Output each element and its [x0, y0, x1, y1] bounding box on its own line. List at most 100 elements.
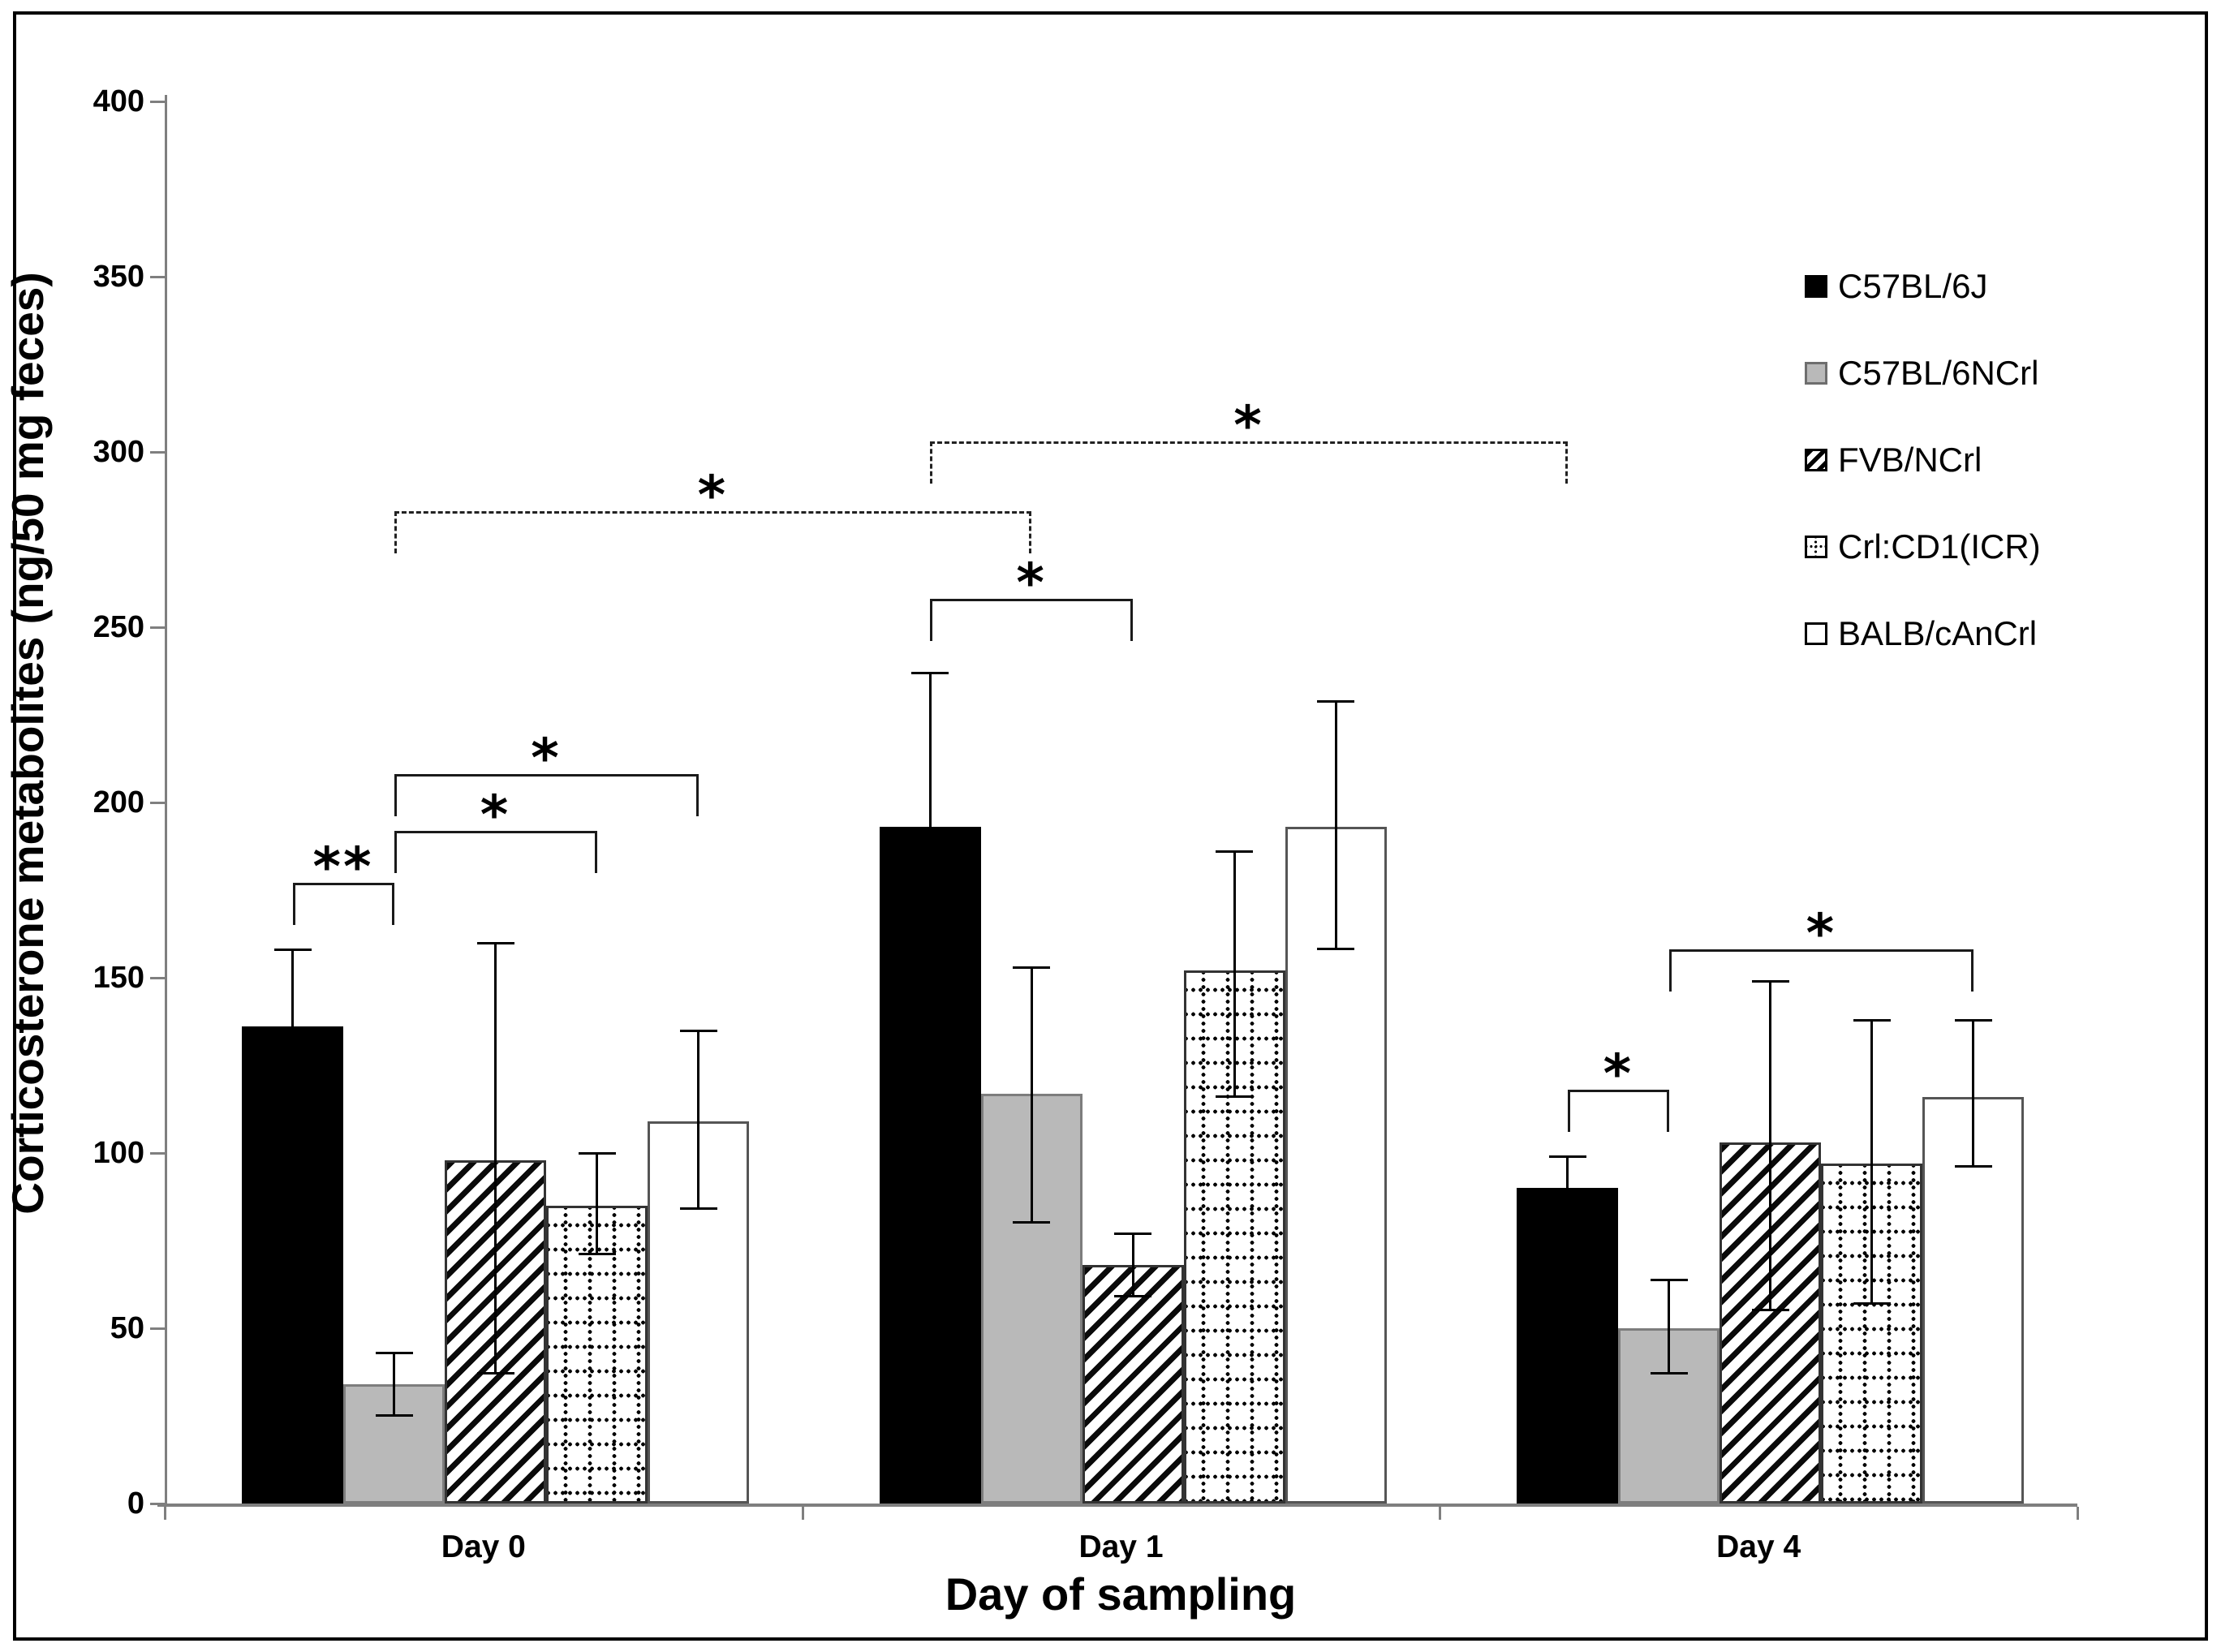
error-bar-day-1-fvb-ncrl [1131, 1233, 1134, 1297]
legend-label: FVB/NCrl [1838, 441, 1982, 479]
sig-bracket-3: * [394, 727, 699, 817]
y-tick-label-100: 100 [93, 1136, 144, 1170]
x-tick-0 [164, 1507, 166, 1520]
error-bar-cap-bottom-day-1-fvb-ncrl [1114, 1295, 1152, 1298]
y-tick-label-350: 350 [93, 260, 144, 294]
x-axis-title: Day of sampling [945, 1568, 1297, 1620]
y-tick-50 [150, 1327, 165, 1330]
x-tick-1 [801, 1507, 804, 1520]
error-bar-day-4-balb-cancrl [1972, 1019, 1975, 1168]
legend-swatch-dotted-grid-icon [1805, 536, 1827, 558]
sig-bracket-8: * [1668, 902, 1974, 992]
y-tick-label-300: 300 [93, 435, 144, 469]
error-bar-day-4-c57bl-6j [1566, 1156, 1569, 1220]
error-bar-cap-bottom-day-1-c57bl-6ncrl [1013, 1221, 1051, 1224]
error-bar-cap-top-day-4-fvb-ncrl [1751, 980, 1789, 983]
error-bar-day-0-fvb-ncrl [494, 942, 497, 1375]
error-bar-day-0-crl-cd1-icr [596, 1153, 598, 1255]
error-bar-cap-bottom-day-1-balb-cancrl [1317, 948, 1355, 951]
sig-bracket-7: * [1567, 1043, 1669, 1133]
error-bar-cap-top-day-1-crl-cd1-icr [1216, 850, 1254, 854]
error-bar-day-1-crl-cd1-icr [1233, 851, 1236, 1097]
error-bar-cap-bottom-day-4-fvb-ncrl [1751, 1309, 1789, 1312]
legend-swatch-solid-black-icon [1805, 275, 1827, 298]
bar-day-1-fvb-ncrl [1082, 1265, 1184, 1504]
sig-label-3: * [531, 727, 562, 790]
sig-label-1: ** [312, 836, 374, 899]
sig-label-2: * [480, 783, 511, 846]
legend-label: Crl:CD1(ICR) [1838, 527, 2041, 566]
y-tick-label-200: 200 [93, 785, 144, 820]
error-bar-cap-top-day-1-c57bl-6ncrl [1013, 966, 1051, 970]
y-tick-300 [150, 451, 165, 454]
bar-day-4-c57bl-6j [1517, 1188, 1619, 1504]
bar-day-0-c57bl-6ncrl [343, 1384, 445, 1504]
legend: C57BL/6J C57BL/6NCrl FVB/NCrl Crl:CD1(ICR) B… [1805, 268, 2041, 702]
y-tick-400 [150, 101, 165, 103]
sig-bracket-2: * [394, 784, 597, 873]
error-bar-day-4-c57bl-6ncrl [1668, 1279, 1671, 1375]
legend-label: C57BL/6NCrl [1838, 354, 2039, 392]
error-bar-cap-top-day-0-crl-cd1-icr [578, 1152, 616, 1155]
y-tick-label-150: 150 [93, 961, 144, 995]
bar-day-1-c57bl-6ncrl [980, 1093, 1083, 1504]
x-category-label-day-4: Day 4 [1716, 1529, 1801, 1564]
error-bar-day-4-fvb-ncrl [1769, 981, 1772, 1311]
sig-label-7: * [1603, 1043, 1634, 1106]
bar-day-0-balb-cancrl [648, 1121, 749, 1504]
bar-day-0-crl-cd1-icr [546, 1205, 648, 1504]
sig-label-5: * [1016, 552, 1047, 615]
sig-bracket-4: * [394, 464, 1032, 554]
error-bar-day-0-c57bl-6j [291, 949, 294, 1101]
sig-label-6: * [1233, 394, 1264, 458]
error-bar-cap-top-day-4-balb-cancrl [1954, 1018, 1992, 1022]
sig-bracket-6: * [930, 394, 1568, 484]
error-bar-cap-bottom-day-4-c57bl-6ncrl [1650, 1372, 1688, 1375]
legend-item-crl-cd1-icr: Crl:CD1(ICR) [1805, 528, 2041, 566]
legend-item-c57bl-6j: C57BL/6J [1805, 268, 2041, 305]
sig-bracket-5: * [930, 552, 1134, 642]
error-bar-cap-top-day-1-c57bl-6j [911, 672, 949, 675]
error-bar-cap-top-day-4-c57bl-6ncrl [1650, 1278, 1688, 1281]
error-bar-cap-top-day-4-crl-cd1-icr [1853, 1018, 1891, 1022]
x-category-label-day-0: Day 0 [441, 1529, 526, 1564]
x-tick-3 [2077, 1507, 2079, 1520]
y-tick-0 [150, 1503, 165, 1505]
y-tick-250 [150, 626, 165, 629]
error-bar-cap-top-day-4-c57bl-6j [1548, 1155, 1586, 1159]
error-bar-cap-top-day-1-fvb-ncrl [1114, 1233, 1152, 1236]
error-bar-cap-top-day-0-balb-cancrl [679, 1029, 717, 1032]
y-tick-label-0: 0 [127, 1486, 144, 1521]
error-bar-cap-top-day-0-fvb-ncrl [476, 941, 514, 944]
y-tick-100 [150, 1152, 165, 1155]
y-axis-line [165, 95, 167, 1504]
legend-swatch-white-icon [1805, 622, 1827, 645]
y-tick-label-400: 400 [93, 84, 144, 118]
legend-swatch-solid-gray-icon [1805, 362, 1827, 385]
error-bar-day-0-balb-cancrl [697, 1030, 699, 1210]
error-bar-cap-bottom-day-0-crl-cd1-icr [578, 1253, 616, 1256]
sig-bracket-1: ** [292, 836, 394, 926]
error-bar-day-1-balb-cancrl [1334, 700, 1337, 950]
bar-day-1-crl-cd1-icr [1183, 970, 1285, 1504]
sig-label-4: * [697, 464, 729, 527]
error-bar-cap-bottom-day-4-crl-cd1-icr [1853, 1301, 1891, 1305]
legend-item-fvb-ncrl: FVB/NCrl [1805, 441, 2041, 479]
legend-item-c57bl-6ncrl: C57BL/6NCrl [1805, 355, 2041, 392]
error-bar-cap-top-day-1-balb-cancrl [1317, 699, 1355, 703]
figure-border [13, 11, 2208, 1641]
error-bar-cap-bottom-day-0-c57bl-6ncrl [375, 1414, 413, 1417]
error-bar-day-1-c57bl-6j [928, 673, 932, 982]
legend-swatch-diagonal-stripes-icon [1805, 449, 1827, 471]
error-bar-cap-bottom-day-4-c57bl-6j [1548, 1218, 1586, 1221]
error-bar-day-0-c57bl-6ncrl [393, 1353, 395, 1416]
error-bar-cap-bottom-day-4-balb-cancrl [1954, 1165, 1992, 1168]
error-bar-cap-bottom-day-1-c57bl-6j [911, 979, 949, 983]
bar-day-0-c57bl-6j [242, 1026, 343, 1504]
y-tick-150 [150, 977, 165, 979]
error-bar-day-1-c57bl-6ncrl [1030, 967, 1033, 1224]
legend-label: C57BL/6J [1838, 267, 1988, 305]
y-tick-200 [150, 802, 165, 804]
